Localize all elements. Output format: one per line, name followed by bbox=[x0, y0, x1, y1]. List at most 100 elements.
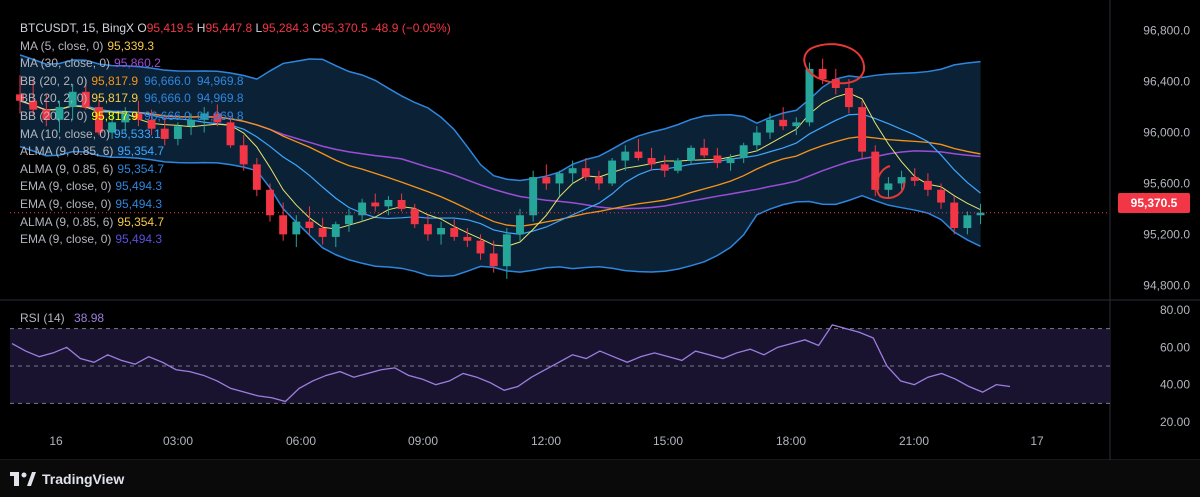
symbol-header: BTCUSDT, 15, BingX O95,419.5 H95,447.8 L… bbox=[20, 21, 451, 35]
rsi-tick-label: 80.00 bbox=[1160, 303, 1190, 317]
candle-body bbox=[884, 183, 893, 190]
time-tick-label: 09:00 bbox=[408, 434, 438, 448]
candle-body bbox=[766, 119, 774, 133]
candle-body bbox=[384, 200, 393, 207]
indicator-value: 95,494.3 bbox=[115, 196, 163, 211]
candle-body bbox=[647, 158, 656, 165]
indicator-value: 95,354.7 bbox=[117, 214, 165, 229]
candle-body bbox=[950, 202, 959, 228]
indicator-row[interactable]: MA (30, close, 0) 95,860.2 bbox=[20, 55, 451, 73]
indicator-row[interactable]: ALMA (9, 0.85, 6) 95,354.7 bbox=[20, 161, 451, 179]
candle-body bbox=[266, 189, 274, 216]
candle-body bbox=[516, 215, 524, 235]
candle-body bbox=[279, 215, 288, 235]
indicator-value: 94,969.8 bbox=[196, 73, 244, 88]
chart-svg[interactable]: 96,800.0 96,400.0 96,000.0 95,600.0 95,200.0… bbox=[0, 0, 1200, 461]
indicator-value: 96,666.0 bbox=[144, 91, 191, 106]
indicator-legend: BTCUSDT, 15, BingX O95,419.5 H95,447.8 L… bbox=[20, 20, 451, 249]
candle-body bbox=[463, 236, 472, 241]
close-value: 95,370.5 bbox=[320, 21, 368, 35]
candle-body bbox=[713, 155, 722, 164]
candle-body bbox=[55, 107, 64, 120]
indicator-value: 96,666.0 bbox=[144, 73, 191, 88]
indicator-row[interactable]: EMA (9, close, 0) 95,494.3 bbox=[20, 196, 451, 214]
tradingview-logo-icon bbox=[10, 472, 36, 486]
candle-body bbox=[963, 215, 972, 228]
indicator-row[interactable]: BB (20, 2, 0) 95,817.9 96,666.0 94,969.8 bbox=[20, 73, 451, 91]
indicator-value: 95,817.9 bbox=[91, 108, 139, 123]
candle-body bbox=[910, 177, 919, 181]
candle-body bbox=[542, 177, 551, 184]
indicator-row[interactable]: MA (5, close, 0) 95,339.3 bbox=[20, 38, 451, 56]
indicator-label: BB (20, 2, 0) bbox=[20, 108, 88, 123]
tradingview-brand[interactable]: TradingView bbox=[10, 468, 124, 490]
rsi-line bbox=[11, 324, 1011, 403]
bb-basis-line bbox=[19, 100, 981, 227]
candle-body bbox=[726, 158, 735, 164]
candle-body bbox=[252, 164, 261, 190]
candle-body bbox=[779, 119, 788, 127]
candle-body bbox=[437, 228, 445, 235]
annotation-circle bbox=[803, 43, 866, 85]
indicator-label: EMA (9, close, 0) bbox=[20, 196, 112, 211]
indicator-row[interactable]: ALMA (9, 0.85, 6) 95,354.7 bbox=[20, 214, 451, 232]
candle-body bbox=[200, 113, 209, 120]
indicator-row[interactable]: ALMA (9, 0.85, 6) 95,354.7 bbox=[20, 143, 451, 161]
ma10-line bbox=[19, 100, 981, 235]
candle-body bbox=[673, 160, 682, 171]
candle-body bbox=[318, 228, 327, 237]
candle-body bbox=[739, 145, 748, 158]
candle-body bbox=[410, 208, 419, 225]
indicator-row[interactable]: BB (20, 2, 0) 95,817.9 96,666.0 94,969.8 bbox=[20, 108, 451, 126]
rsi-tick-label: 20.00 bbox=[1160, 415, 1190, 429]
candle-body bbox=[700, 147, 709, 156]
candle-body bbox=[621, 151, 630, 161]
price-tick-label: 96,400.0 bbox=[1143, 75, 1190, 89]
candle-body bbox=[226, 122, 235, 146]
candle-body bbox=[792, 122, 801, 127]
candle-body bbox=[871, 151, 880, 190]
indicator-value: 95,354.7 bbox=[117, 161, 165, 176]
candle-body bbox=[187, 119, 195, 127]
symbol-label: BTCUSDT, 15, BingX bbox=[20, 21, 135, 35]
indicator-row[interactable]: EMA (9, close, 0) 95,494.3 bbox=[20, 231, 451, 249]
indicator-value: 95,817.9 bbox=[91, 73, 139, 88]
candle-body bbox=[95, 107, 103, 133]
candle-body bbox=[897, 177, 906, 184]
candle-body bbox=[937, 189, 945, 203]
chart-area[interactable]: 96,800.0 96,400.0 96,000.0 95,600.0 95,200.0… bbox=[0, 0, 1200, 461]
candle-body bbox=[502, 234, 511, 267]
candle-body bbox=[687, 147, 695, 161]
last-price-tag: 95,370.5 bbox=[1118, 193, 1190, 213]
candle-body bbox=[660, 164, 669, 171]
candle-body bbox=[81, 91, 90, 108]
indicator-value: 95,339.3 bbox=[107, 38, 155, 53]
candle-body bbox=[581, 168, 590, 178]
bollinger-lower bbox=[19, 145, 981, 278]
candle-body bbox=[568, 168, 577, 174]
indicator-row[interactable]: MA (10, close, 0) 95,533.1 bbox=[20, 126, 451, 144]
indicator-row[interactable]: EMA (9, close, 0) 95,494.3 bbox=[20, 178, 451, 196]
candle-body bbox=[147, 119, 156, 129]
candle-body bbox=[752, 132, 761, 146]
candle-body bbox=[397, 200, 406, 209]
brand-name: TradingView bbox=[42, 471, 125, 487]
candle-body bbox=[173, 126, 182, 139]
candle-body bbox=[608, 160, 617, 184]
candle-body bbox=[634, 151, 643, 158]
indicator-label: EMA (9, close, 0) bbox=[20, 179, 112, 194]
indicator-label: MA (30, close, 0) bbox=[20, 56, 111, 71]
candle-body bbox=[805, 68, 814, 123]
candle-body bbox=[213, 113, 222, 123]
indicator-label: ALMA (9, 0.85, 6) bbox=[20, 144, 114, 159]
indicator-row[interactable]: BB (20, 2, 0) 95,817.9 96,666.0 94,969.8 bbox=[20, 90, 451, 108]
rsi-tick-label: 40.00 bbox=[1160, 378, 1190, 392]
time-tick-label: 16 bbox=[49, 434, 63, 448]
candle-body bbox=[489, 253, 498, 267]
candle-body bbox=[68, 91, 77, 108]
low-value: 95,284.3 bbox=[262, 21, 309, 35]
rsi-value: 38.98 bbox=[74, 311, 105, 325]
time-tick-label: 18:00 bbox=[776, 434, 806, 448]
ma5-line bbox=[19, 92, 981, 247]
indicator-value: 96,666.0 bbox=[144, 108, 191, 123]
